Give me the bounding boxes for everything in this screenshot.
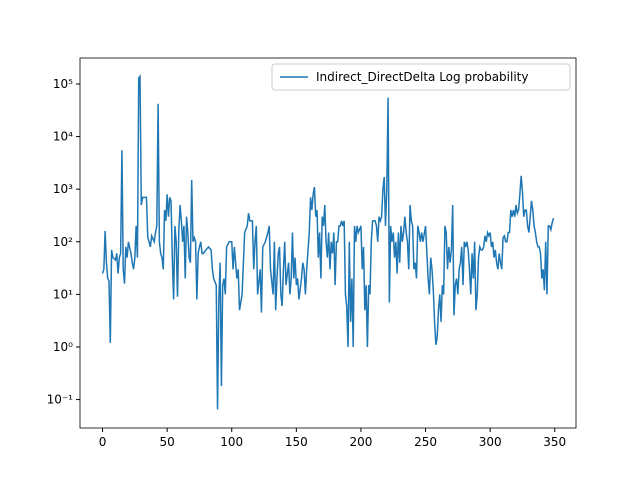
y-tick-label: 10⁵: [53, 77, 73, 91]
legend-label: Indirect_DirectDelta Log probability: [316, 70, 528, 84]
y-tick-label: 10¹: [53, 287, 73, 301]
x-tick-label: 250: [414, 435, 437, 449]
y-tick-label: 10⁴: [53, 130, 73, 144]
x-tick-label: 0: [99, 435, 107, 449]
y-tick-label: 10⁰: [53, 340, 73, 354]
data-line: [101, 74, 555, 410]
plot-frame: [79, 57, 577, 429]
x-tick-label: 50: [160, 435, 175, 449]
x-tick-label: 200: [349, 435, 372, 449]
x-tick-label: 350: [543, 435, 566, 449]
legend-box: [271, 63, 571, 91]
x-tick-label: 100: [220, 435, 243, 449]
y-tick-label: 10²: [53, 235, 73, 249]
x-tick-label: 300: [479, 435, 502, 449]
y-tick-label: 10⁻¹: [47, 393, 74, 407]
plot-lines: [101, 74, 555, 410]
y-tick-label: 10³: [53, 182, 73, 196]
x-tick-label: 150: [285, 435, 308, 449]
